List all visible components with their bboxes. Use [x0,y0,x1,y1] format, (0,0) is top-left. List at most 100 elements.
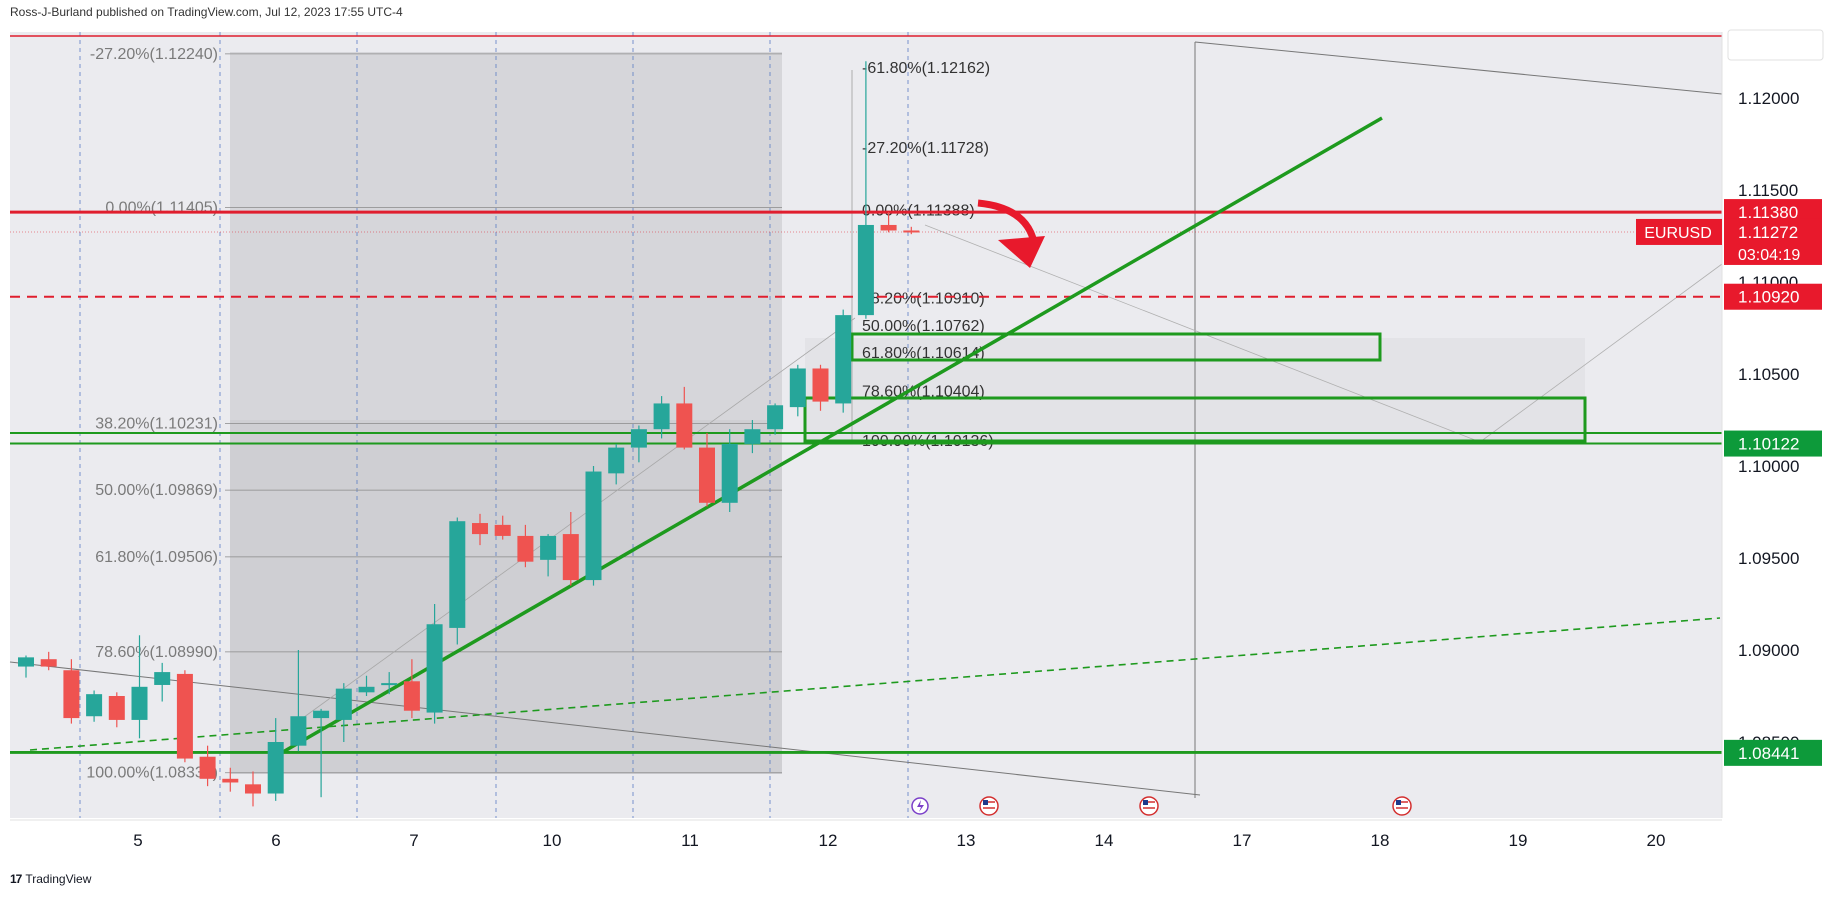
time-axis-tick-label: 14 [1095,831,1114,850]
time-axis-tick-label: 5 [133,831,142,850]
candle [744,420,761,454]
fib-left-level-label: 50.00%(1.09869) [95,482,218,499]
candle [18,655,34,678]
candle [63,659,80,724]
candle-body [86,694,103,717]
candle-body [108,696,125,720]
time-axis-tick-label: 6 [271,831,280,850]
us-flag-event-icon [979,796,999,816]
candle [449,517,466,645]
candle [517,524,534,568]
price-label-text: 1.10122 [1738,435,1799,454]
price-axis-tick-label: 1.11500 [1738,181,1798,200]
time-axis-tick-label: 7 [409,831,418,850]
candle-body [358,686,375,693]
fib-left-level-label: 100.00%(1.08333) [86,765,218,782]
candle-body [199,756,216,779]
price-axis-tick-label: 1.10500 [1738,365,1799,384]
arrow-head [998,236,1045,268]
symbol-badge-bg [1636,218,1722,245]
candle-body [63,670,80,719]
fib-left-level-label: 78.60%(1.08990) [95,644,218,661]
candle-body [290,716,307,746]
fib-right-level-label: 61.80%(1.10614) [862,345,985,362]
candle-body [449,521,466,628]
candle-body [222,778,239,783]
dashed-green-trendline [29,617,1721,751]
candles [18,61,920,807]
candle-body [313,710,330,719]
symbol-badge-text: EURUSD [1644,225,1712,242]
lightning-bolt [917,800,924,812]
candle-body [744,429,761,444]
candle [176,670,193,763]
candle [789,364,806,417]
candle [494,515,511,540]
time-axis-tick-label: 20 [1647,831,1666,850]
candle [267,718,284,801]
candle [108,692,125,728]
candle-body [540,535,557,560]
brand-name: TradingView [25,872,92,886]
candle [812,364,829,411]
current-price-badge: EURUSD 1.11272 03:04:19 [1636,218,1822,265]
price-label-text: 1.11380 [1738,203,1798,222]
candle-body [381,683,398,686]
candle [562,512,579,586]
candle [381,672,398,695]
candle [540,534,557,577]
candle-body [40,659,57,667]
candle [585,466,602,586]
economic-events [911,796,1412,816]
candle-body [789,368,806,408]
candle-body [176,673,193,759]
current-price-bg [1724,218,1822,265]
price-axis-bg [1722,0,1835,818]
candle [903,226,920,235]
price-axis-tick-label: 1.09500 [1738,549,1799,568]
candle-body [562,534,579,581]
time-axis-tick-label: 10 [543,831,562,850]
candle [630,425,647,463]
price-label-text: 1.10920 [1738,288,1799,307]
flag-circle [1392,796,1412,816]
candle [40,651,57,671]
price-label-badge: 1.10122 [1724,430,1822,457]
candle-body [517,535,534,562]
time-axis-tick-label: 11 [681,831,699,850]
fib-right-level-label: -27.20%(1.11728) [862,140,989,157]
price-label-text: 1.08441 [1738,744,1799,763]
flag-canton [1396,800,1401,805]
candle [313,708,330,798]
price-label-badge: 1.10920 [1724,283,1822,310]
price-label-badge: 1.08441 [1724,739,1822,766]
candle-body [676,403,693,448]
candle [721,429,738,512]
time-axis-tick-label: 17 [1233,831,1252,850]
axis-corner-box [1727,29,1824,61]
tradingview-brand[interactable]: 17 TradingView [10,872,91,886]
candle [699,432,715,507]
candle-body [630,429,647,448]
candle-body [245,784,261,794]
projection-diagonal-3 [1479,263,1723,443]
candle [608,443,625,485]
lightning-event-icon [911,797,929,815]
candle [653,396,670,439]
candle [335,683,352,742]
resistance-box [850,332,1382,362]
price-label-bg [1724,283,1822,310]
candle-body [608,447,625,474]
candle-body [585,471,602,581]
candle [403,659,420,719]
fib-right-level-label: 78.60%(1.10404) [862,384,985,401]
time-axis-tick-label: 12 [819,831,838,850]
candle-body [880,224,897,231]
fib-right-level-label: 38.20%(1.10910) [862,291,985,308]
candle [154,662,171,702]
fib-right-level-label: -61.80%(1.12162) [862,60,990,77]
candle [131,635,148,739]
flag-canton [983,800,988,805]
candle [358,675,375,696]
